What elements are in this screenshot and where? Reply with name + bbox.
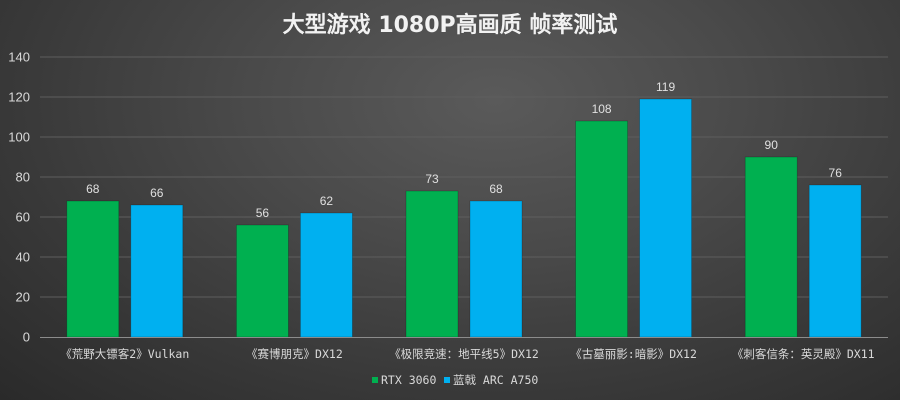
y-tick-label: 40: [16, 250, 30, 265]
y-tick-label: 100: [8, 130, 30, 145]
bar-rtx-3060: [744, 156, 798, 338]
y-tick-label: 20: [16, 290, 30, 305]
data-label: 68: [86, 182, 100, 196]
bar-arc-a750: [469, 200, 523, 338]
data-label: 62: [320, 194, 334, 208]
y-tick-label: 140: [8, 50, 30, 65]
data-label: 56: [256, 206, 270, 220]
bar-rtx-3060: [235, 224, 289, 338]
y-tick-label: 60: [16, 210, 30, 225]
data-labels: 68 66 56 62 73 68 108 119 90 76: [86, 80, 842, 220]
x-tick-label: 《荒野大镖客2》Vulkan: [60, 347, 189, 361]
legend: RTX 3060 蓝戟 ARC A750: [372, 373, 538, 387]
data-label: 119: [656, 80, 675, 94]
bar-arc-a750: [299, 212, 353, 338]
data-label: 73: [425, 172, 439, 186]
bar-arc-a750: [130, 204, 184, 338]
bar-rtx-3060: [575, 120, 628, 338]
data-label: 90: [765, 138, 779, 152]
data-label: 108: [592, 102, 612, 116]
x-tick-label: 《极限竞速：地平线5》DX12: [389, 347, 539, 361]
legend-label: RTX 3060: [381, 373, 436, 387]
bar-arc-a750: [808, 184, 862, 338]
chart-title: 大型游戏 1080P高画质 帧率测试: [283, 12, 618, 38]
legend-swatch: [444, 377, 450, 383]
bar-rtx-3060: [66, 200, 120, 338]
legend-swatch: [372, 377, 378, 383]
bars: [66, 98, 862, 338]
x-axis-labels: 《荒野大镖客2》Vulkan 《赛博朋克》DX12 《极限竞速：地平线5》DX12 《…: [60, 347, 874, 361]
y-tick-label: 80: [16, 170, 30, 185]
bar-rtx-3060: [405, 190, 459, 338]
x-tick-label: 《刺客信条：英灵殿》DX11: [732, 347, 875, 361]
data-label: 66: [150, 186, 164, 200]
y-tick-label: 0: [23, 330, 30, 345]
y-axis-ticks: 0 20 40 60 80 100 120 140: [8, 50, 30, 345]
x-tick-label: 《古墓丽影:暗影》DX12: [570, 347, 697, 361]
data-label: 76: [829, 166, 843, 180]
data-label: 68: [489, 182, 503, 196]
y-tick-label: 120: [8, 90, 30, 105]
legend-label: 蓝戟 ARC A750: [453, 373, 538, 387]
bar-arc-a750: [639, 98, 692, 338]
x-tick-label: 《赛博朋克》DX12: [246, 347, 343, 361]
